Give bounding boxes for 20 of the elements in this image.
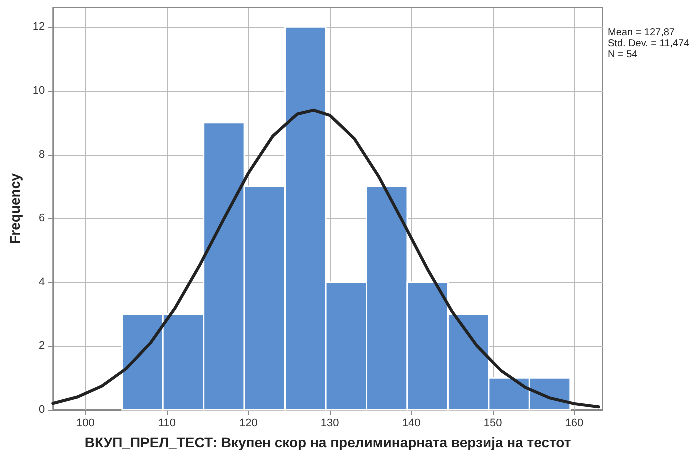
y-tick-label: 12 (32, 21, 46, 34)
x-tick-label: 150 (484, 418, 502, 430)
x-tick-label: 100 (76, 418, 95, 430)
y-tick-label: 0 (39, 404, 46, 416)
x-tick-label: 120 (239, 418, 258, 430)
x-tick-label: 140 (402, 418, 421, 430)
text: Mean = 127,87 (608, 28, 676, 38)
y-tick-label: 10 (32, 84, 46, 97)
y-axis-title: Frequency (7, 173, 23, 244)
x-tick-label: 160 (565, 418, 584, 430)
line-series (52, 108, 600, 409)
x-axis-title: ВКУП_ПРЕЛ_ТЕСТ: Вкупен скор на прелиминарната верзија на тестот (84, 434, 572, 450)
y-tick-label: 8 (39, 148, 46, 161)
text: Std. Dev. = 11,474 (608, 38, 690, 50)
x-tick-label: 130 (320, 418, 340, 430)
y-tick-label: 4 (39, 276, 46, 288)
y-tick-label: 2 (39, 340, 46, 352)
x-tick-label: 110 (158, 418, 176, 430)
text: N = 54 (608, 50, 638, 60)
y-tick-label: 6 (39, 212, 46, 225)
